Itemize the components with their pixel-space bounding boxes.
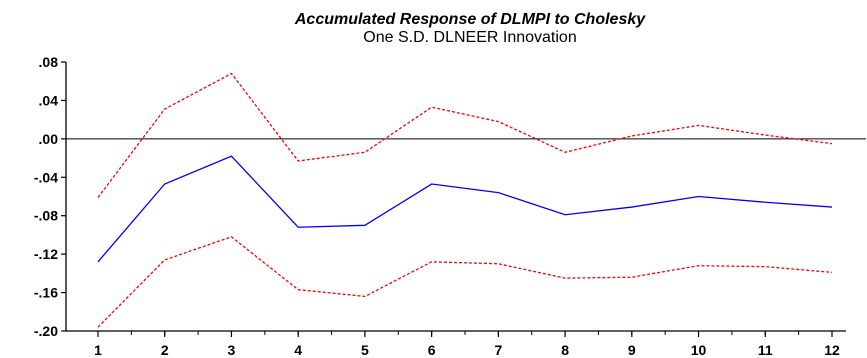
- y-tick-label: -.16: [34, 285, 58, 301]
- x-tick-label: 4: [294, 342, 302, 358]
- lower-band-line: [97, 236, 833, 328]
- y-tick-label: -.04: [34, 169, 58, 185]
- y-tick-label: .08: [39, 54, 59, 70]
- x-tick-label: 12: [824, 342, 840, 358]
- x-tick-label: 10: [691, 342, 707, 358]
- response-line: [97, 155, 833, 263]
- x-tick-label: 9: [628, 342, 636, 358]
- chart-subtitle: One S.D. DLNEER Innovation: [363, 29, 576, 46]
- upper-band-line: [97, 72, 833, 198]
- y-tick-label: -.12: [34, 246, 58, 262]
- y-tick-label: .00: [39, 131, 59, 147]
- x-tick-label: 3: [228, 342, 236, 358]
- y-tick-label: -.08: [34, 208, 58, 224]
- plot-area: .08.04.00-.04-.08-.12-.16-.201 2 3 4 5 6 7 8 9 10…: [34, 54, 866, 358]
- x-tick-label: 7: [494, 342, 502, 358]
- y-tick-label: -.20: [34, 323, 58, 339]
- x-tick-label: 8: [561, 342, 569, 358]
- x-tick-label: 2: [161, 342, 169, 358]
- x-tick-label: 6: [428, 342, 436, 358]
- x-tick-label: 5: [361, 342, 369, 358]
- y-tick-label: .04: [39, 92, 59, 108]
- x-tick-label: 1: [94, 342, 102, 358]
- chart-title: Accumulated Response of DLMPI to Cholesk…: [294, 11, 646, 28]
- x-tick-label: 11: [758, 342, 773, 358]
